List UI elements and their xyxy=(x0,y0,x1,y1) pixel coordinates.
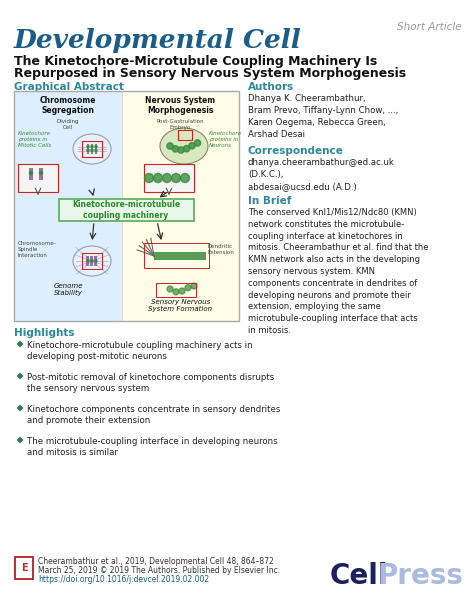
Text: Dividing
Cell: Dividing Cell xyxy=(57,119,79,130)
Circle shape xyxy=(183,145,190,152)
Circle shape xyxy=(87,260,89,262)
Circle shape xyxy=(91,260,93,262)
Bar xyxy=(86,256,90,266)
Bar xyxy=(82,141,102,157)
Ellipse shape xyxy=(73,134,111,164)
Circle shape xyxy=(87,145,89,147)
Text: Kinetochore-microtubule
coupling machinery: Kinetochore-microtubule coupling machine… xyxy=(72,200,180,220)
Polygon shape xyxy=(18,341,22,346)
Text: Post-mitotic removal of kinetochore components disrupts
the sensory nervous syst: Post-mitotic removal of kinetochore comp… xyxy=(27,373,274,394)
Bar xyxy=(39,168,43,180)
Bar xyxy=(144,164,194,192)
Text: Developmental Cell: Developmental Cell xyxy=(14,28,302,53)
Bar xyxy=(14,91,239,321)
Circle shape xyxy=(95,260,97,262)
Bar xyxy=(14,556,34,580)
Circle shape xyxy=(167,286,173,292)
Bar xyxy=(18,164,58,192)
Bar xyxy=(14,91,122,321)
Bar xyxy=(95,144,97,150)
Ellipse shape xyxy=(160,128,208,164)
Polygon shape xyxy=(18,373,22,378)
Bar xyxy=(122,91,239,321)
FancyBboxPatch shape xyxy=(59,199,194,221)
Bar xyxy=(91,148,93,154)
Text: Highlights: Highlights xyxy=(14,328,74,338)
Text: The Kinetochore-Microtubule Coupling Machinery Is: The Kinetochore-Microtubule Coupling Mac… xyxy=(14,55,377,68)
Text: Short Article: Short Article xyxy=(397,22,462,32)
Polygon shape xyxy=(18,405,22,410)
FancyArrow shape xyxy=(154,252,206,260)
Bar xyxy=(178,130,192,140)
Text: Genome
Stability: Genome Stability xyxy=(53,283,83,296)
Bar xyxy=(87,144,89,150)
Circle shape xyxy=(91,150,93,152)
Text: Cell: Cell xyxy=(330,562,389,590)
Bar xyxy=(95,148,97,154)
Circle shape xyxy=(154,174,163,182)
Bar xyxy=(144,243,209,268)
Circle shape xyxy=(173,145,179,152)
Text: Authors: Authors xyxy=(248,82,294,92)
Bar xyxy=(82,253,102,269)
Ellipse shape xyxy=(73,246,111,276)
Text: Kinetochore
proteins in
Neurons: Kinetochore proteins in Neurons xyxy=(209,131,242,148)
Circle shape xyxy=(91,145,93,147)
Circle shape xyxy=(194,140,201,146)
Text: Press: Press xyxy=(378,562,464,590)
Circle shape xyxy=(145,174,154,182)
Circle shape xyxy=(191,283,197,289)
Circle shape xyxy=(172,174,181,182)
Text: Dendritic
Extension: Dendritic Extension xyxy=(208,244,235,255)
Circle shape xyxy=(29,171,33,174)
Circle shape xyxy=(185,285,191,291)
Text: Correspondence: Correspondence xyxy=(248,146,344,156)
Bar xyxy=(91,256,93,266)
Bar xyxy=(16,558,32,578)
Bar xyxy=(87,148,89,154)
Text: Cheerambathur et al., 2019, Developmental Cell 48, 864–872: Cheerambathur et al., 2019, Developmenta… xyxy=(38,557,274,566)
Text: https://doi.org/10.1016/j.devcel.2019.02.002: https://doi.org/10.1016/j.devcel.2019.02… xyxy=(38,575,209,584)
Circle shape xyxy=(95,150,97,152)
Bar xyxy=(91,144,93,150)
Text: Graphical Abstract: Graphical Abstract xyxy=(14,82,124,92)
Text: The conserved Knl1/Mis12/Ndc80 (KMN)
network constitutes the microtubule-
coupli: The conserved Knl1/Mis12/Ndc80 (KMN) net… xyxy=(248,208,428,335)
Circle shape xyxy=(163,174,172,182)
Polygon shape xyxy=(18,437,22,442)
Circle shape xyxy=(189,142,195,149)
Text: In Brief: In Brief xyxy=(248,196,292,206)
Text: Dhanya K. Cheerambathur,
Bram Prevo, Tiffany-Lynn Chow, ...,
Karen Oegema, Rebec: Dhanya K. Cheerambathur, Bram Prevo, Tif… xyxy=(248,94,398,139)
Circle shape xyxy=(178,147,184,153)
Circle shape xyxy=(87,150,89,152)
Text: Kinetochore
proteins in
Mitotic Cells: Kinetochore proteins in Mitotic Cells xyxy=(18,131,51,148)
Text: Chromosome-
Spindle
Interaction: Chromosome- Spindle Interaction xyxy=(18,241,57,257)
Text: Post-Gastrulation
Embryo: Post-Gastrulation Embryo xyxy=(157,119,204,130)
Circle shape xyxy=(95,145,97,147)
Text: The microtubule-coupling interface in developing neurons
and mitosis is similar: The microtubule-coupling interface in de… xyxy=(27,437,278,458)
Text: E: E xyxy=(21,563,27,573)
Text: Kinetochore-microtubule coupling machinery acts in
developing post-mitotic neuro: Kinetochore-microtubule coupling machine… xyxy=(27,341,253,362)
Circle shape xyxy=(167,143,173,149)
Circle shape xyxy=(179,288,185,294)
Text: dhanya.cheerambathur@ed.ac.uk
(D.K.C.),
abdesai@ucsd.edu (A.D.): dhanya.cheerambathur@ed.ac.uk (D.K.C.), … xyxy=(248,158,395,192)
Bar xyxy=(29,168,33,180)
Bar xyxy=(156,283,196,297)
Circle shape xyxy=(39,171,43,174)
Text: March 25, 2019 © 2019 The Authors. Published by Elsevier Inc.: March 25, 2019 © 2019 The Authors. Publi… xyxy=(38,566,280,575)
Circle shape xyxy=(173,289,179,295)
Bar xyxy=(94,256,98,266)
Text: Nervous System
Morphogenesis: Nervous System Morphogenesis xyxy=(146,96,216,115)
Text: Chromosome
Segregation: Chromosome Segregation xyxy=(40,96,96,115)
Text: Sensory Nervous
System Formation: Sensory Nervous System Formation xyxy=(148,299,212,312)
Circle shape xyxy=(181,174,190,182)
Text: Repurposed in Sensory Nervous System Morphogenesis: Repurposed in Sensory Nervous System Mor… xyxy=(14,67,406,80)
Text: Kinetochore components concentrate in sensory dendrites
and promote their extens: Kinetochore components concentrate in se… xyxy=(27,405,281,426)
